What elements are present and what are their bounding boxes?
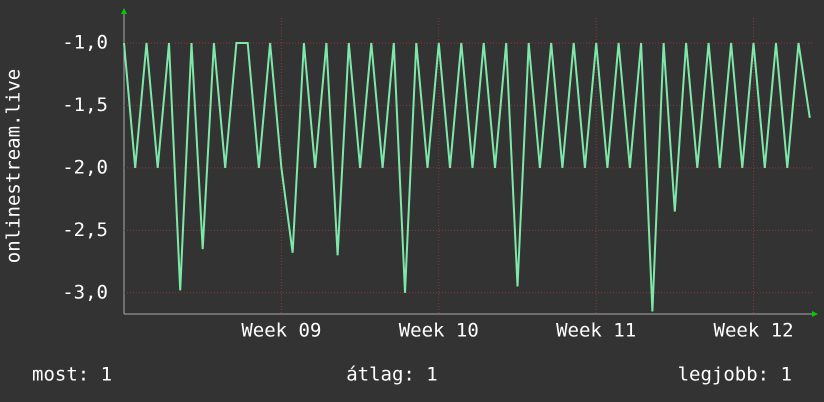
stat-now: most: 1: [32, 364, 112, 386]
stat-average: átlag: 1: [346, 364, 438, 386]
x-tick-label: Week 12: [714, 320, 794, 342]
x-tick-label: Week 09: [241, 320, 321, 342]
y-tick-label: -3,0: [62, 281, 108, 303]
y-tick-label: -1,5: [62, 94, 108, 116]
stat-max: legjobb: 1: [678, 364, 792, 386]
axis-arrow: [812, 311, 818, 317]
y-tick-label: -2,0: [62, 156, 108, 178]
y-tick-label: -1,0: [62, 31, 108, 53]
x-tick-label: Week 10: [399, 320, 479, 342]
data-line: [123, 42, 811, 312]
axis-arrow: [121, 8, 127, 14]
y-tick-label: -2,5: [62, 219, 108, 241]
y-axis-title: onlinestream.live: [3, 69, 25, 263]
x-tick-label: Week 11: [556, 320, 636, 342]
